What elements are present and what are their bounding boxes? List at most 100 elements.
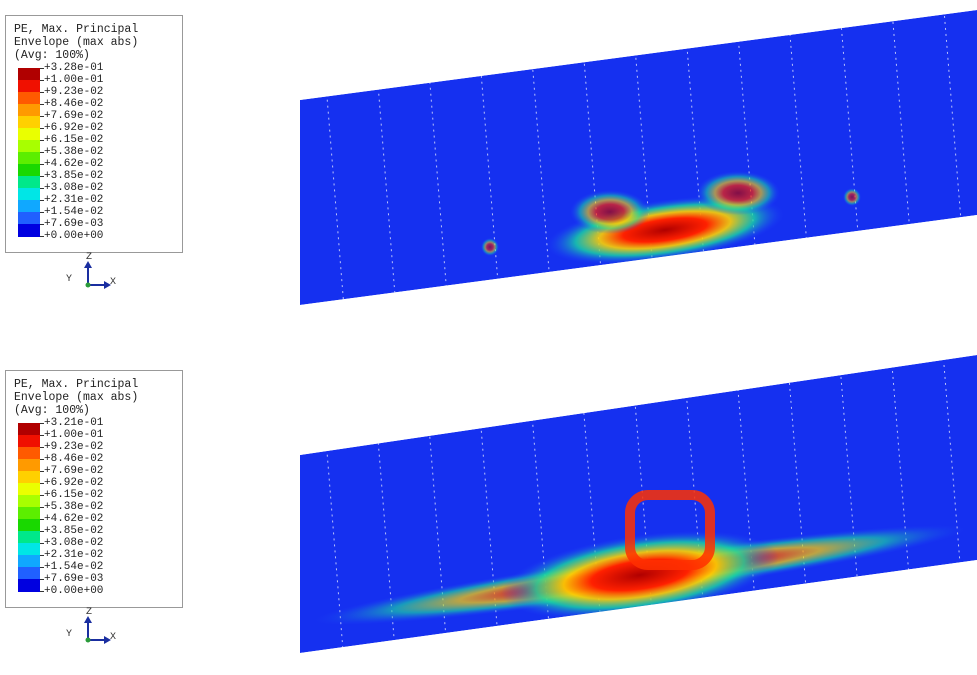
color-band (18, 128, 40, 141)
color-band (18, 519, 40, 532)
legend-tick (40, 519, 44, 520)
color-band (18, 579, 40, 592)
legend-label: +1.54e-02 (44, 207, 103, 218)
legend-label: +4.62e-02 (44, 514, 103, 525)
legend-tick (40, 591, 44, 592)
legend-label: +4.62e-02 (44, 159, 103, 170)
legend-label: +0.00e+00 (44, 586, 103, 597)
hole (481, 238, 499, 256)
legend-label: +6.15e-02 (44, 135, 103, 146)
color-band (18, 212, 40, 225)
legend-label: +0.00e+00 (44, 231, 103, 242)
plate (300, 355, 977, 675)
color-band (18, 152, 40, 165)
legend-tick (40, 555, 44, 556)
color-band (18, 80, 40, 93)
legend-label: +6.92e-02 (44, 478, 103, 489)
z-head (84, 616, 92, 623)
x-head (104, 281, 111, 289)
legend-label: +6.92e-02 (44, 123, 103, 134)
color-band (18, 507, 40, 520)
legend-label: +7.69e-02 (44, 111, 103, 122)
hot-zone (696, 171, 780, 215)
legend-tick (40, 68, 44, 69)
legend-tick (40, 543, 44, 544)
legend-title: PE, Max. Principal (14, 24, 138, 36)
color-band (18, 483, 40, 496)
legend-tick (40, 140, 44, 141)
legend-label: +8.46e-02 (44, 454, 103, 465)
legend-tick (40, 567, 44, 568)
y-dot (86, 638, 91, 643)
legend-title: Envelope (max abs) (14, 392, 138, 404)
legend-tick (40, 507, 44, 508)
legend-tick (40, 447, 44, 448)
legend-label: +1.54e-02 (44, 562, 103, 573)
triad-arrows (74, 260, 114, 300)
plate-body (300, 10, 977, 305)
y-dot (86, 283, 91, 288)
legend-tick (40, 483, 44, 484)
legend-tick (40, 471, 44, 472)
plate (300, 10, 977, 320)
color-band (18, 164, 40, 177)
color-band (18, 116, 40, 129)
hole (843, 188, 861, 206)
legend-label: +3.85e-02 (44, 171, 103, 182)
legend-tick (40, 236, 44, 237)
legend-tick (40, 176, 44, 177)
legend-tick (40, 495, 44, 496)
color-band (18, 104, 40, 117)
color-band (18, 447, 40, 460)
legend-tick (40, 128, 44, 129)
legend-label: +3.28e-01 (44, 63, 103, 74)
legend-tick (40, 423, 44, 424)
legend-label: +6.15e-02 (44, 490, 103, 501)
legend-label: +3.85e-02 (44, 526, 103, 537)
legend-tick (40, 80, 44, 81)
legend-label: +2.31e-02 (44, 195, 103, 206)
color-band (18, 188, 40, 201)
color-band (18, 543, 40, 556)
legend-tick (40, 104, 44, 105)
color-band (18, 176, 40, 189)
color-band (18, 435, 40, 448)
color-band (18, 495, 40, 508)
legend-title: (Avg: 100%) (14, 50, 90, 62)
legend-title: (Avg: 100%) (14, 405, 90, 417)
legend-tick (40, 164, 44, 165)
legend-tick (40, 152, 44, 153)
z-head (84, 261, 92, 268)
color-band (18, 200, 40, 213)
legend-label: +7.69e-03 (44, 219, 103, 230)
legend-tick (40, 200, 44, 201)
color-band (18, 68, 40, 81)
legend-label: +7.69e-02 (44, 466, 103, 477)
legend-tick (40, 459, 44, 460)
triad-arrows (74, 615, 114, 655)
legend-label: +9.23e-02 (44, 87, 103, 98)
legend-label: +3.21e-01 (44, 418, 103, 429)
color-band (18, 423, 40, 436)
color-band (18, 471, 40, 484)
legend-label: +9.23e-02 (44, 442, 103, 453)
color-band (18, 567, 40, 580)
legend-title: Envelope (max abs) (14, 37, 138, 49)
x-head (104, 636, 111, 644)
triad-y: Y (66, 629, 72, 640)
legend-tick (40, 531, 44, 532)
legend-tick (40, 579, 44, 580)
color-band (18, 140, 40, 153)
color-band (18, 92, 40, 105)
legend-tick (40, 212, 44, 213)
legend-label: +8.46e-02 (44, 99, 103, 110)
legend-label: +1.00e-01 (44, 75, 103, 86)
legend-title: PE, Max. Principal (14, 379, 138, 391)
legend-label: +3.08e-02 (44, 538, 103, 549)
legend-tick (40, 435, 44, 436)
legend-label: +2.31e-02 (44, 550, 103, 561)
legend-tick (40, 188, 44, 189)
